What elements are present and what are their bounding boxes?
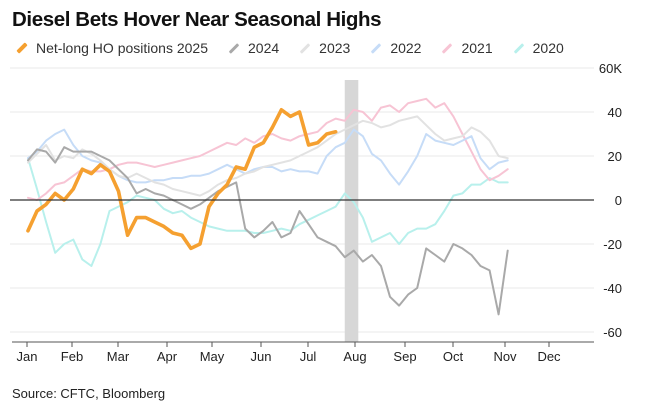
y-tick-label: -20 — [603, 237, 622, 252]
series-line-2021 — [27, 97, 509, 201]
legend-item: 2022 — [370, 40, 421, 56]
y-tick-label: 40 — [608, 105, 622, 120]
x-tick-label: Jul — [300, 349, 317, 364]
legend-item: 2024 — [228, 40, 279, 56]
series-line-2023 — [27, 115, 509, 197]
legend-label: 2022 — [390, 40, 422, 56]
x-tick-label: Jun — [251, 349, 272, 364]
legend-label: 2023 — [319, 40, 351, 56]
y-tick-label: -60 — [603, 325, 622, 340]
legend-label: 2024 — [248, 40, 280, 56]
chart-legend: Net-long HO positions 2025 2024 2023 2022 20… — [16, 40, 584, 56]
series-line-2020 — [27, 157, 509, 267]
y-tick-label: 0 — [615, 193, 622, 208]
x-tick-label: Feb — [61, 349, 83, 364]
highlight-band — [344, 80, 359, 342]
x-tick-label: Dec — [537, 349, 561, 364]
x-tick-label: Aug — [343, 349, 366, 364]
legend-label: 2020 — [532, 40, 564, 56]
legend-item: 2020 — [513, 40, 564, 56]
y-tick-label: 60K — [599, 61, 622, 76]
legend-label: 2021 — [461, 40, 493, 56]
series-line-2024 — [27, 146, 509, 316]
x-tick-label: Mar — [107, 349, 130, 364]
legend-item: 2023 — [299, 40, 350, 56]
y-tick-label: -40 — [603, 281, 622, 296]
source-note: Source: CFTC, Bloomberg — [12, 386, 166, 401]
legend-item: 2021 — [441, 40, 493, 56]
legend-item: Net-long HO positions 2025 — [16, 40, 208, 56]
x-tick-label: Sep — [393, 349, 416, 364]
series-line-net-long-ho-positions-2025 — [26, 108, 338, 251]
x-tick-label: Oct — [443, 349, 464, 364]
y-tick-label: 20 — [608, 149, 622, 164]
x-tick-label: Apr — [157, 349, 178, 364]
chart-title: Diesel Bets Hover Near Seasonal Highs — [12, 8, 382, 31]
legend-label: Net-long HO positions 2025 — [36, 40, 208, 56]
x-tick-label: Jan — [17, 349, 38, 364]
x-tick-label: May — [200, 349, 225, 364]
x-tick-label: Nov — [493, 349, 517, 364]
